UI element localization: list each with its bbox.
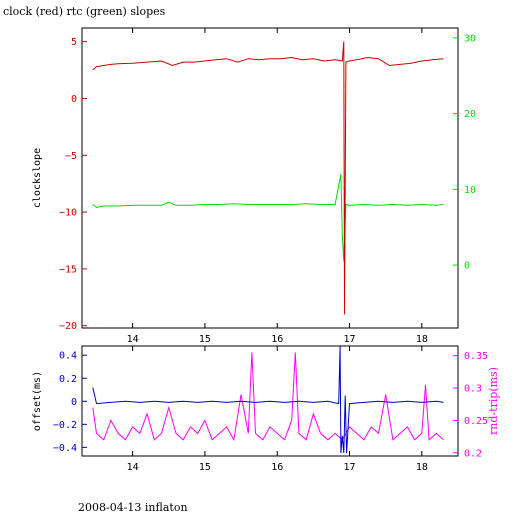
offset-y2-tick-label: 0.3: [464, 384, 482, 395]
slopes-x-tick-label: 15: [199, 334, 211, 345]
slopes-y-tick-label: 5: [71, 37, 77, 48]
slopes-x-tick-label: 17: [344, 334, 356, 345]
slopes-y-tick-label: −20: [59, 321, 77, 332]
offset-x-tick-label: 14: [127, 462, 139, 473]
slopes-series-right-line: [92, 174, 444, 262]
offset-x-tick-label: 17: [344, 462, 356, 473]
slopes-x-tick-label: 16: [271, 334, 283, 345]
offset-panel: offset(ms) rnd-trip(ms) 14 15 16 17 18 0.4 0.2…: [32, 345, 500, 473]
offset-y-tick-label: 0.4: [59, 351, 77, 362]
footer-caption: 2008-04-13 inflaton: [78, 501, 188, 512]
offset-y-tick-label: 0.2: [59, 374, 77, 385]
slopes-x-tick-label: 14: [127, 334, 139, 345]
chart-title: clock (red) rtc (green) slopes: [3, 5, 166, 18]
offset-x-tick-label: 15: [199, 462, 211, 473]
slopes-y-tick-label: 0: [71, 94, 77, 105]
offset-y-tick-label: −0.2: [53, 420, 77, 431]
offset-y2-tick-label: 0.35: [464, 351, 488, 362]
slopes-y2-tick-label: 30: [464, 33, 476, 44]
slopes-series-left-line: [92, 41, 444, 315]
rndtrip-right-axis-label: rnd-trip(ms): [487, 367, 500, 435]
slopes-plot-frame: [81, 27, 459, 329]
slopes-left-axis-label: clockslope: [32, 148, 43, 208]
offset-y2-tick-label: 0.2: [464, 448, 482, 459]
offset-series-left-line: [92, 345, 444, 454]
slopes-y2-tick-label: 20: [464, 109, 476, 120]
slopes-panel: clockslope 14 15 16 17 18 5 0 −5 −10 −15 −20 30 20 10…: [32, 27, 476, 345]
slopes-y2-tick-label: 0: [464, 261, 470, 272]
slopes-y-tick-label: −10: [59, 208, 77, 219]
offset-y-tick-label: 0: [71, 397, 77, 408]
offset-x-tick-label: 16: [271, 462, 283, 473]
slopes-y2-tick-label: 10: [464, 185, 476, 196]
offset-y-tick-label: −0.4: [53, 443, 77, 454]
slopes-y-tick-label: −15: [59, 264, 77, 275]
slopes-x-tick-label: 18: [416, 334, 428, 345]
slopes-y-tick-label: −5: [65, 151, 77, 162]
offset-y2-tick-label: 0.25: [464, 416, 488, 427]
offset-series-right-line: [92, 352, 444, 442]
offset-x-tick-label: 18: [416, 462, 428, 473]
offset-left-axis-label: offset(ms): [32, 371, 43, 431]
